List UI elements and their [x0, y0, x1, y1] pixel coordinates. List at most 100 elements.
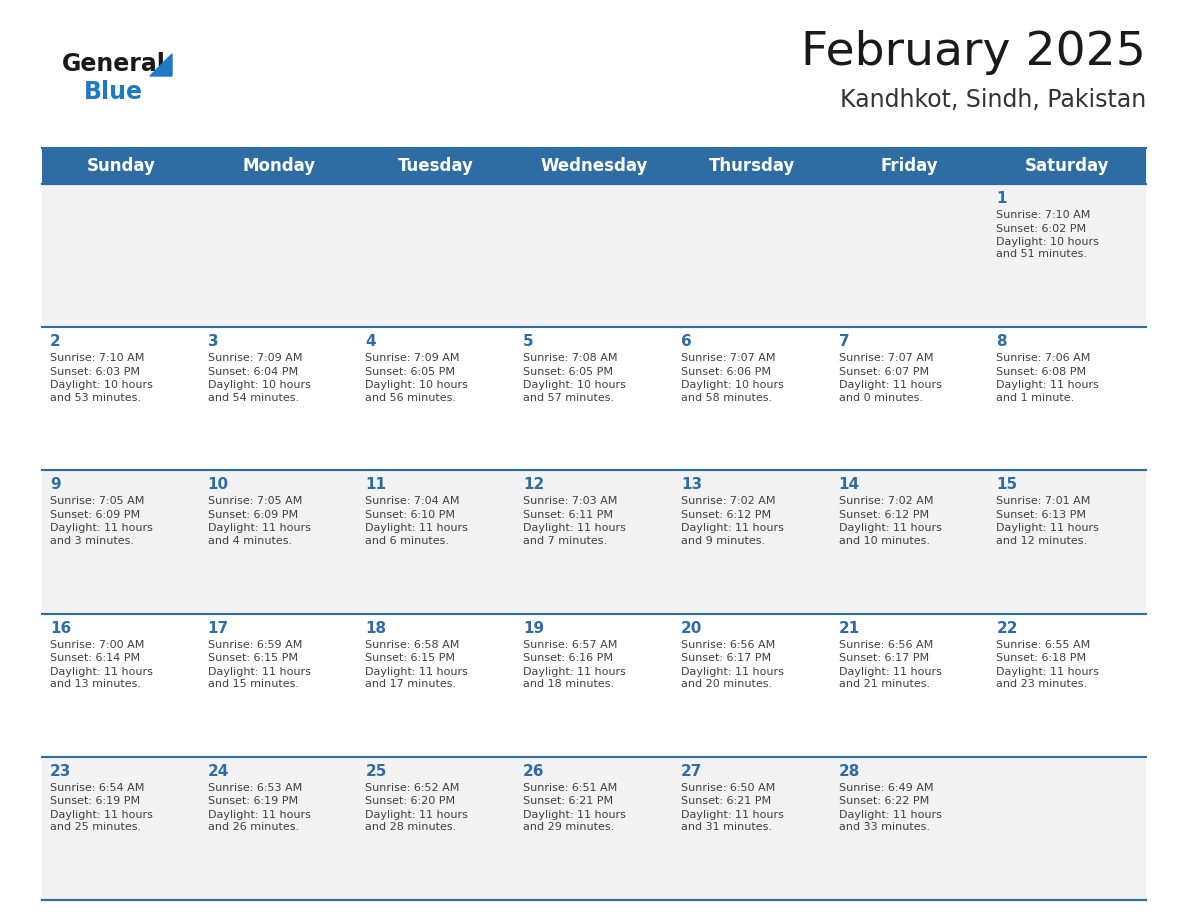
Text: Saturday: Saturday	[1025, 157, 1110, 175]
Text: Daylight: 11 hours
and 1 minute.: Daylight: 11 hours and 1 minute.	[997, 380, 1099, 403]
Text: Sunset: 6:18 PM: Sunset: 6:18 PM	[997, 653, 1086, 663]
Text: Sunrise: 6:51 AM: Sunrise: 6:51 AM	[523, 783, 618, 793]
Text: Sunset: 6:15 PM: Sunset: 6:15 PM	[366, 653, 455, 663]
Text: Sunrise: 7:05 AM: Sunrise: 7:05 AM	[208, 497, 302, 507]
Text: Sunset: 6:19 PM: Sunset: 6:19 PM	[50, 796, 140, 806]
Text: Sunrise: 6:59 AM: Sunrise: 6:59 AM	[208, 640, 302, 650]
Text: Sunrise: 6:56 AM: Sunrise: 6:56 AM	[839, 640, 933, 650]
Text: 11: 11	[366, 477, 386, 492]
Text: Kandhkot, Sindh, Pakistan: Kandhkot, Sindh, Pakistan	[840, 88, 1146, 112]
Text: Daylight: 10 hours
and 58 minutes.: Daylight: 10 hours and 58 minutes.	[681, 380, 784, 403]
Text: 19: 19	[523, 621, 544, 635]
Text: Sunrise: 7:02 AM: Sunrise: 7:02 AM	[681, 497, 776, 507]
Text: Daylight: 10 hours
and 57 minutes.: Daylight: 10 hours and 57 minutes.	[523, 380, 626, 403]
Text: Sunrise: 7:09 AM: Sunrise: 7:09 AM	[366, 353, 460, 364]
Text: Thursday: Thursday	[708, 157, 795, 175]
Text: Daylight: 11 hours
and 0 minutes.: Daylight: 11 hours and 0 minutes.	[839, 380, 941, 403]
Text: 5: 5	[523, 334, 533, 349]
Text: Sunset: 6:12 PM: Sunset: 6:12 PM	[681, 509, 771, 520]
Text: Sunrise: 7:06 AM: Sunrise: 7:06 AM	[997, 353, 1091, 364]
Text: Sunset: 6:09 PM: Sunset: 6:09 PM	[50, 509, 140, 520]
Text: Sunset: 6:11 PM: Sunset: 6:11 PM	[523, 509, 613, 520]
Bar	[42, 470, 1146, 613]
Text: Sunset: 6:17 PM: Sunset: 6:17 PM	[681, 653, 771, 663]
Text: Daylight: 11 hours
and 18 minutes.: Daylight: 11 hours and 18 minutes.	[523, 666, 626, 689]
Text: Daylight: 11 hours
and 31 minutes.: Daylight: 11 hours and 31 minutes.	[681, 810, 784, 833]
Text: Blue: Blue	[84, 80, 143, 104]
Text: Sunrise: 7:02 AM: Sunrise: 7:02 AM	[839, 497, 933, 507]
Text: Sunrise: 7:09 AM: Sunrise: 7:09 AM	[208, 353, 302, 364]
Text: 21: 21	[839, 621, 860, 635]
Text: Daylight: 11 hours
and 33 minutes.: Daylight: 11 hours and 33 minutes.	[839, 810, 941, 833]
Text: Sunrise: 7:07 AM: Sunrise: 7:07 AM	[681, 353, 776, 364]
Text: Daylight: 11 hours
and 6 minutes.: Daylight: 11 hours and 6 minutes.	[366, 523, 468, 546]
Text: Sunrise: 6:56 AM: Sunrise: 6:56 AM	[681, 640, 775, 650]
Text: Sunset: 6:04 PM: Sunset: 6:04 PM	[208, 366, 298, 376]
Text: 20: 20	[681, 621, 702, 635]
Text: Daylight: 10 hours
and 54 minutes.: Daylight: 10 hours and 54 minutes.	[208, 380, 310, 403]
Text: Daylight: 11 hours
and 13 minutes.: Daylight: 11 hours and 13 minutes.	[50, 666, 153, 689]
Text: Sunset: 6:21 PM: Sunset: 6:21 PM	[681, 796, 771, 806]
Text: 14: 14	[839, 477, 860, 492]
Text: Sunset: 6:13 PM: Sunset: 6:13 PM	[997, 509, 1086, 520]
Text: 18: 18	[366, 621, 386, 635]
Text: 6: 6	[681, 334, 691, 349]
Text: Daylight: 10 hours
and 53 minutes.: Daylight: 10 hours and 53 minutes.	[50, 380, 153, 403]
Text: Sunrise: 7:01 AM: Sunrise: 7:01 AM	[997, 497, 1091, 507]
Text: Sunrise: 7:03 AM: Sunrise: 7:03 AM	[523, 497, 618, 507]
Text: 16: 16	[50, 621, 71, 635]
Text: Sunset: 6:08 PM: Sunset: 6:08 PM	[997, 366, 1086, 376]
Text: 26: 26	[523, 764, 544, 778]
Text: 13: 13	[681, 477, 702, 492]
Text: Sunset: 6:07 PM: Sunset: 6:07 PM	[839, 366, 929, 376]
Text: Friday: Friday	[880, 157, 939, 175]
Text: Sunrise: 7:08 AM: Sunrise: 7:08 AM	[523, 353, 618, 364]
Text: Sunset: 6:09 PM: Sunset: 6:09 PM	[208, 509, 298, 520]
Text: 25: 25	[366, 764, 387, 778]
Text: 3: 3	[208, 334, 219, 349]
Text: Sunset: 6:12 PM: Sunset: 6:12 PM	[839, 509, 929, 520]
Text: Tuesday: Tuesday	[398, 157, 474, 175]
Text: Daylight: 11 hours
and 26 minutes.: Daylight: 11 hours and 26 minutes.	[208, 810, 310, 833]
Text: Daylight: 11 hours
and 12 minutes.: Daylight: 11 hours and 12 minutes.	[997, 523, 1099, 546]
Text: Sunrise: 6:58 AM: Sunrise: 6:58 AM	[366, 640, 460, 650]
Text: Sunset: 6:22 PM: Sunset: 6:22 PM	[839, 796, 929, 806]
Text: Daylight: 11 hours
and 10 minutes.: Daylight: 11 hours and 10 minutes.	[839, 523, 941, 546]
Text: Daylight: 10 hours
and 51 minutes.: Daylight: 10 hours and 51 minutes.	[997, 237, 1099, 260]
Text: Daylight: 11 hours
and 9 minutes.: Daylight: 11 hours and 9 minutes.	[681, 523, 784, 546]
Text: Daylight: 11 hours
and 28 minutes.: Daylight: 11 hours and 28 minutes.	[366, 810, 468, 833]
Text: Daylight: 11 hours
and 7 minutes.: Daylight: 11 hours and 7 minutes.	[523, 523, 626, 546]
Text: Sunrise: 6:57 AM: Sunrise: 6:57 AM	[523, 640, 618, 650]
Text: Sunset: 6:20 PM: Sunset: 6:20 PM	[366, 796, 455, 806]
Text: Sunrise: 7:07 AM: Sunrise: 7:07 AM	[839, 353, 933, 364]
Text: Wednesday: Wednesday	[541, 157, 647, 175]
Bar	[42, 327, 1146, 470]
Text: Daylight: 11 hours
and 23 minutes.: Daylight: 11 hours and 23 minutes.	[997, 666, 1099, 689]
Bar	[42, 613, 1146, 756]
Text: Sunset: 6:21 PM: Sunset: 6:21 PM	[523, 796, 613, 806]
Text: 27: 27	[681, 764, 702, 778]
Text: Sunset: 6:15 PM: Sunset: 6:15 PM	[208, 653, 298, 663]
Text: Sunrise: 6:54 AM: Sunrise: 6:54 AM	[50, 783, 145, 793]
Text: Sunset: 6:05 PM: Sunset: 6:05 PM	[366, 366, 455, 376]
Text: 23: 23	[50, 764, 71, 778]
Text: Sunrise: 6:50 AM: Sunrise: 6:50 AM	[681, 783, 775, 793]
Text: Daylight: 11 hours
and 4 minutes.: Daylight: 11 hours and 4 minutes.	[208, 523, 310, 546]
Text: Daylight: 11 hours
and 15 minutes.: Daylight: 11 hours and 15 minutes.	[208, 666, 310, 689]
Text: Sunset: 6:19 PM: Sunset: 6:19 PM	[208, 796, 298, 806]
Text: 2: 2	[50, 334, 61, 349]
Text: 10: 10	[208, 477, 229, 492]
Polygon shape	[150, 54, 172, 76]
Text: Sunset: 6:17 PM: Sunset: 6:17 PM	[839, 653, 929, 663]
Text: 4: 4	[366, 334, 377, 349]
Text: 7: 7	[839, 334, 849, 349]
Text: Sunrise: 7:00 AM: Sunrise: 7:00 AM	[50, 640, 145, 650]
Text: Daylight: 11 hours
and 3 minutes.: Daylight: 11 hours and 3 minutes.	[50, 523, 153, 546]
Text: Sunset: 6:05 PM: Sunset: 6:05 PM	[523, 366, 613, 376]
Text: 28: 28	[839, 764, 860, 778]
Text: Sunset: 6:14 PM: Sunset: 6:14 PM	[50, 653, 140, 663]
Bar	[42, 756, 1146, 900]
Text: Daylight: 11 hours
and 17 minutes.: Daylight: 11 hours and 17 minutes.	[366, 666, 468, 689]
Bar	[42, 148, 1146, 184]
Text: 12: 12	[523, 477, 544, 492]
